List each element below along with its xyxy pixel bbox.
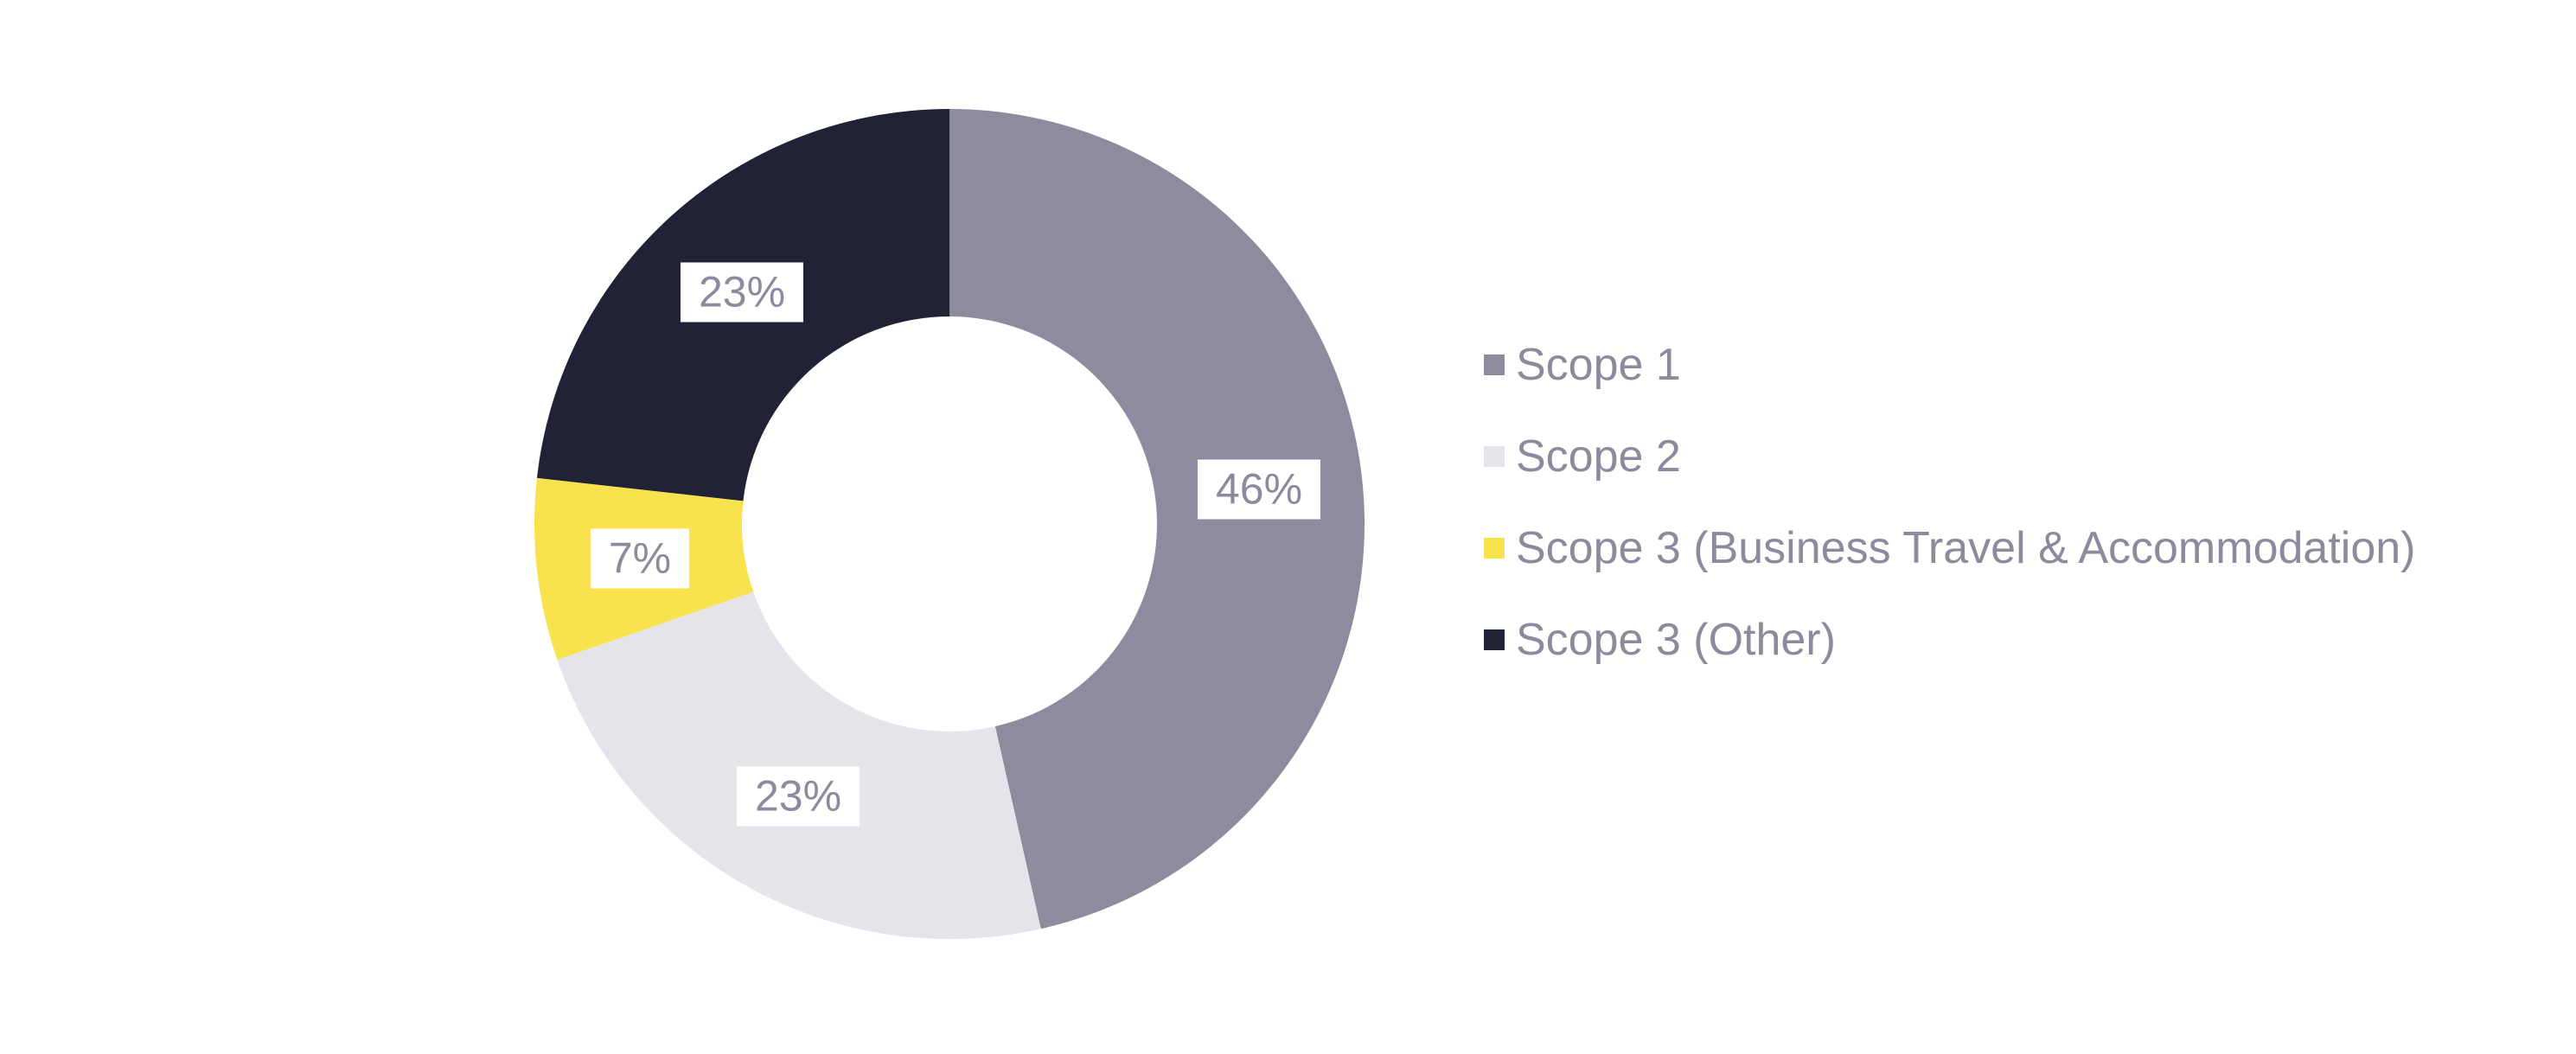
slice-label-scope-3-business-travel-accommodation: 7% xyxy=(590,528,690,589)
legend-swatch-icon xyxy=(1484,355,1505,375)
legend-swatch-icon xyxy=(1484,446,1505,467)
donut-slice-scope-1[interactable] xyxy=(949,109,1365,929)
legend-item-scope-3-business-travel-accommodation[interactable]: Scope 3 (Business Travel & Accommodation… xyxy=(1484,523,2416,573)
slice-label-scope-3-other: 23% xyxy=(680,262,804,323)
slice-label-scope-1: 46% xyxy=(1197,459,1321,520)
legend-item-scope-1[interactable]: Scope 1 xyxy=(1484,340,2415,390)
legend: Scope 1 Scope 2 Scope 3 (Business Travel &… xyxy=(1484,340,2416,710)
legend-item-scope-2[interactable]: Scope 2 xyxy=(1484,431,2415,482)
legend-swatch-icon xyxy=(1484,538,1505,559)
legend-swatch-icon xyxy=(1484,629,1505,650)
legend-label: Scope 3 (Business Travel & Accommodation… xyxy=(1516,523,2416,573)
legend-item-scope-3-other[interactable]: Scope 3 (Other) xyxy=(1484,615,2415,665)
legend-label: Scope 3 (Other) xyxy=(1516,615,1836,665)
donut-slice-scope-2[interactable] xyxy=(557,591,1041,940)
legend-label: Scope 2 xyxy=(1516,431,1681,482)
legend-label: Scope 1 xyxy=(1516,340,1681,390)
slice-label-scope-2: 23% xyxy=(736,766,860,827)
